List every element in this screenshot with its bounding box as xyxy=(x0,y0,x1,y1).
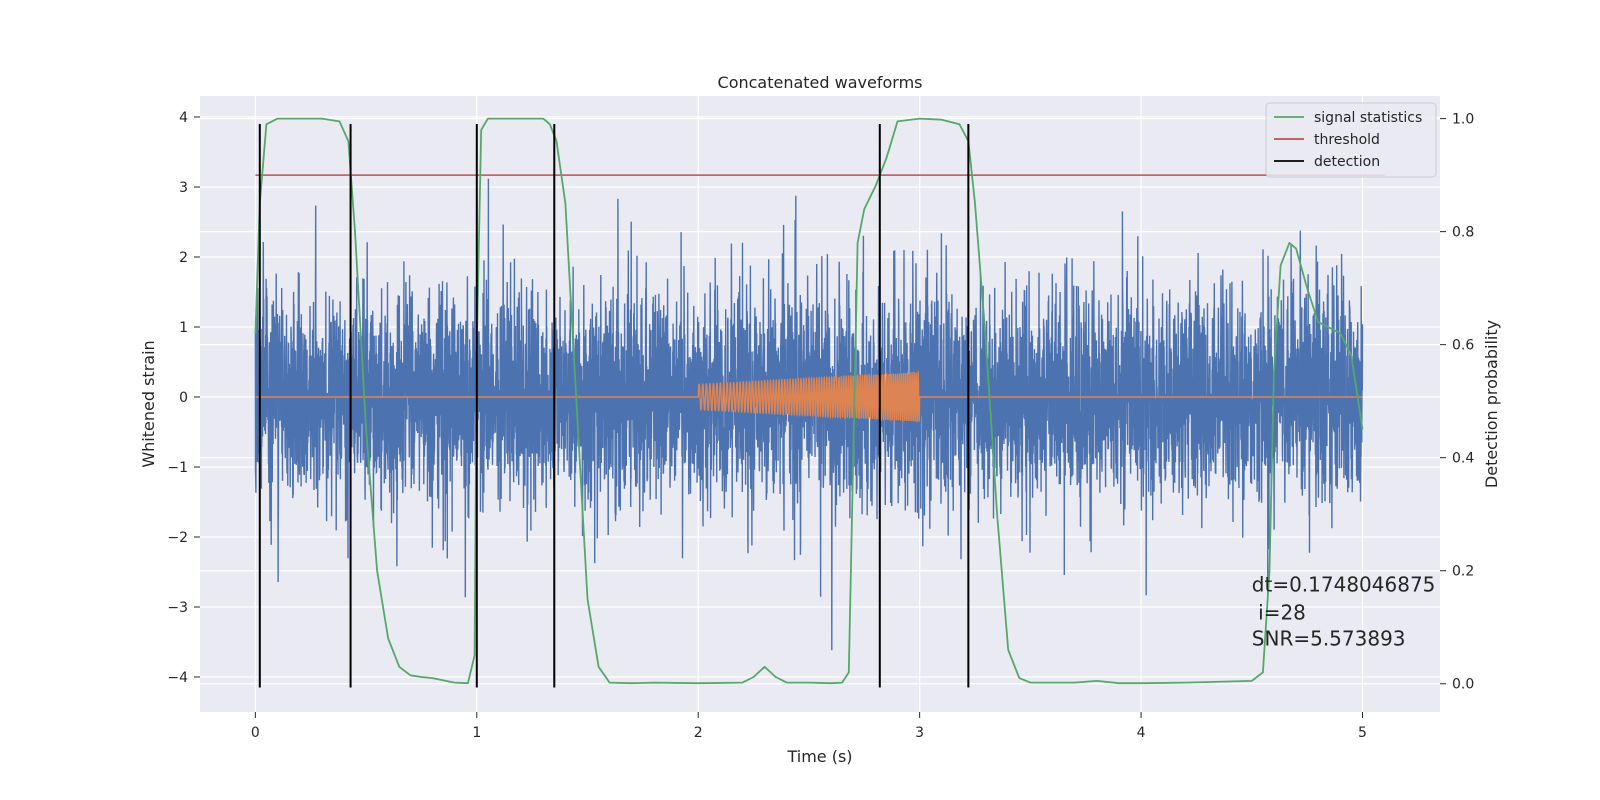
legend-signal-statistics-label: signal statistics xyxy=(1314,110,1422,126)
y-right-tick-label: 0.4 xyxy=(1452,451,1474,467)
legend-threshold-label: threshold xyxy=(1314,132,1380,148)
x-tick-label: 0 xyxy=(251,725,260,741)
y-left-tick-label: −1 xyxy=(167,460,188,476)
y-right-tick-label: 1.0 xyxy=(1452,112,1474,128)
x-tick-label: 2 xyxy=(694,725,703,741)
x-tick-label: 4 xyxy=(1137,725,1146,741)
y-right-tick-label: 0.8 xyxy=(1452,225,1474,241)
annotation-i: i=28 xyxy=(1252,600,1306,624)
y-axis-label-right: Detection probability xyxy=(1482,320,1501,488)
y-axis-label-left: Whitened strain xyxy=(139,340,158,467)
y-left-tick-label: −3 xyxy=(167,600,188,616)
y-right-tick-label: 0.6 xyxy=(1452,338,1474,354)
x-tick-label: 3 xyxy=(915,725,924,741)
x-axis-label: Time (s) xyxy=(786,747,852,766)
legend-frame xyxy=(1265,102,1437,178)
y-left-tick-label: 3 xyxy=(179,180,188,196)
y-left-tick-label: 1 xyxy=(179,320,188,336)
annotation-snr: SNR=5.573893 xyxy=(1252,626,1406,650)
legend-detection-label: detection xyxy=(1314,154,1380,170)
chart-title: Concatenated waveforms xyxy=(718,73,923,92)
y-left-tick-label: 4 xyxy=(179,110,188,126)
axes: 0 1 2 3 4 5 −4 −3 −2 −1 0 1 2 3 4 0.0 0.2 0.4 0.6 0.8 1.0 xyxy=(167,110,1474,741)
annotation: dt=0.1748046875 i=28 SNR=5.573893 xyxy=(1252,572,1436,650)
y-right-tick-label: 0.2 xyxy=(1452,564,1474,580)
y-left-tick-label: −4 xyxy=(167,670,188,686)
x-tick-label: 1 xyxy=(472,725,481,741)
y-left-tick-label: 2 xyxy=(179,250,188,266)
series-layer xyxy=(254,117,1385,688)
annotation-dt: dt=0.1748046875 xyxy=(1252,572,1436,596)
signal-statistics-line xyxy=(254,117,1364,685)
y-left-tick-label: 0 xyxy=(179,390,188,406)
chirp-series-line xyxy=(255,369,1363,424)
x-tick-label: 5 xyxy=(1358,725,1367,741)
y-left-tick-label: −2 xyxy=(167,530,188,546)
strain-series-line xyxy=(254,178,1364,651)
y-right-tick-label: 0.0 xyxy=(1452,677,1474,693)
legend: signal statistics threshold detection xyxy=(1265,102,1437,178)
